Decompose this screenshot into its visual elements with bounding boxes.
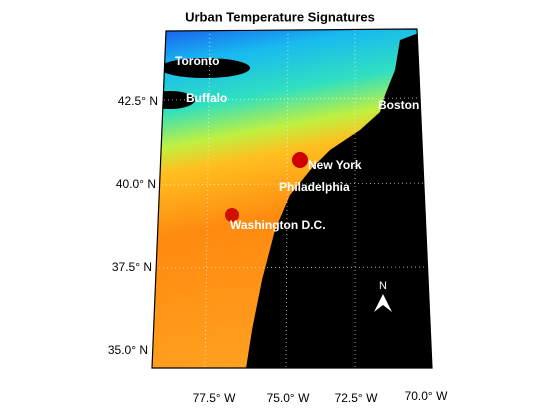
north-label: N <box>379 280 387 292</box>
hotspot <box>292 152 308 168</box>
latitude-label: 42.5° N <box>118 94 158 108</box>
ocean <box>245 29 432 368</box>
longitude-label: 75.0° W <box>267 391 310 405</box>
city-label: New York <box>308 158 362 172</box>
title: Urban Temperature Signatures <box>185 9 375 24</box>
hotspot <box>225 208 239 222</box>
city-label: Boston <box>378 98 419 112</box>
city-label: Philadelphia <box>279 180 350 194</box>
city-label: Washington D.C. <box>230 218 326 232</box>
longitude-label: 77.5° W <box>193 391 236 405</box>
longitude-label: 72.5° W <box>335 391 378 405</box>
north-arrow <box>374 294 392 312</box>
latitude-label: 35.0° N <box>108 343 148 357</box>
city-label: Toronto <box>175 54 219 68</box>
city-label: Buffalo <box>186 91 227 105</box>
map <box>152 29 432 368</box>
longitude-label: 70.0° W <box>405 389 448 403</box>
graticule <box>154 29 432 368</box>
latitude-label: 40.0° N <box>116 177 156 191</box>
latitude-label: 37.5° N <box>112 260 152 274</box>
lake-ontario <box>160 58 250 78</box>
map-frame <box>151 28 433 369</box>
